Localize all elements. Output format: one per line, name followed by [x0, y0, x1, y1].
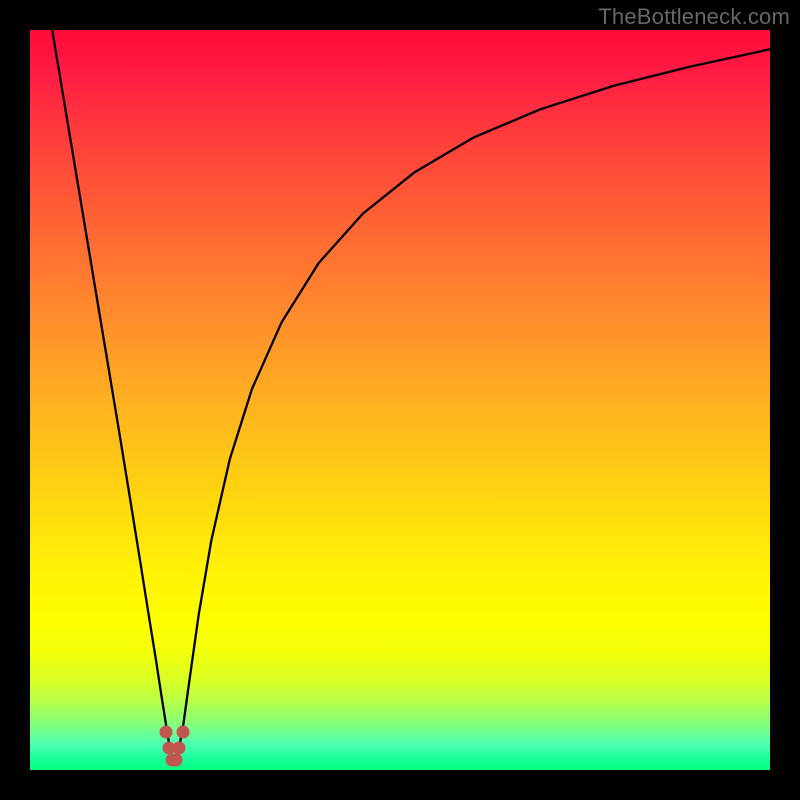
minimum-marker	[177, 725, 190, 738]
plot-area	[30, 30, 770, 770]
watermark-text: TheBottleneck.com	[598, 4, 790, 30]
minimum-marker	[160, 725, 173, 738]
curve-svg	[30, 30, 770, 770]
chart-frame: TheBottleneck.com	[0, 0, 800, 800]
minimum-marker	[173, 741, 186, 754]
minimum-marker	[169, 753, 182, 766]
bottleneck-curve	[52, 30, 770, 764]
